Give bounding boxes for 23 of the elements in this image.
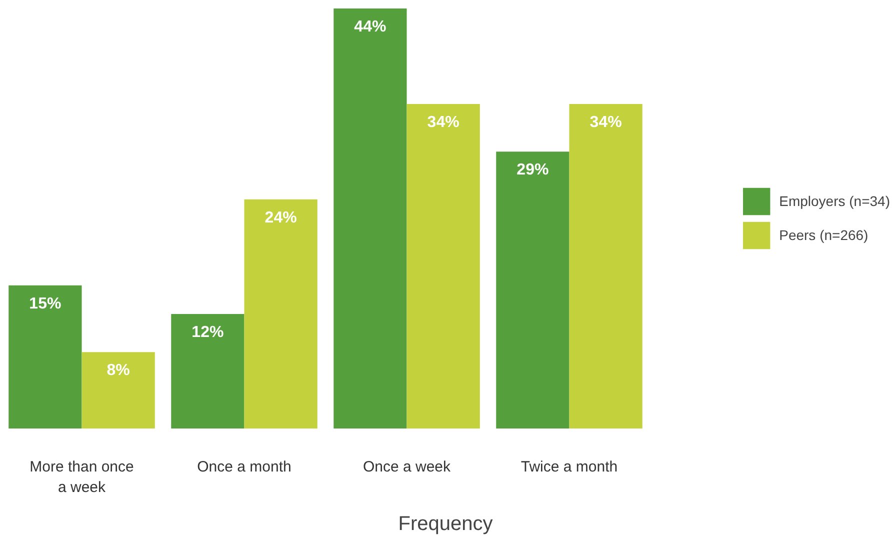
data-label: 24% bbox=[264, 209, 297, 226]
x-tick-label: More than once a week bbox=[30, 458, 134, 496]
bar bbox=[8, 285, 82, 428]
bar bbox=[569, 104, 642, 428]
bar bbox=[406, 104, 480, 428]
x-tick-label: Once a week bbox=[362, 458, 452, 476]
bar bbox=[171, 314, 244, 428]
legend-label: Employers (n=34) bbox=[779, 193, 890, 209]
x-axis-title: Frequency bbox=[398, 512, 493, 535]
bar bbox=[496, 152, 570, 428]
legend-label: Peers (n=266) bbox=[779, 227, 868, 243]
bar bbox=[334, 8, 407, 428]
data-label: 15% bbox=[29, 295, 62, 312]
data-label: 44% bbox=[354, 18, 386, 36]
data-label: 8% bbox=[106, 362, 130, 380]
x-tick-label: Twice a month bbox=[520, 458, 618, 476]
data-label: 34% bbox=[590, 114, 622, 131]
data-label: 34% bbox=[427, 114, 460, 131]
bar bbox=[82, 352, 155, 428]
data-label: 29% bbox=[516, 162, 549, 179]
bar bbox=[244, 199, 318, 428]
x-tick-label: Once a month bbox=[197, 458, 292, 476]
data-label: 12% bbox=[192, 324, 224, 341]
